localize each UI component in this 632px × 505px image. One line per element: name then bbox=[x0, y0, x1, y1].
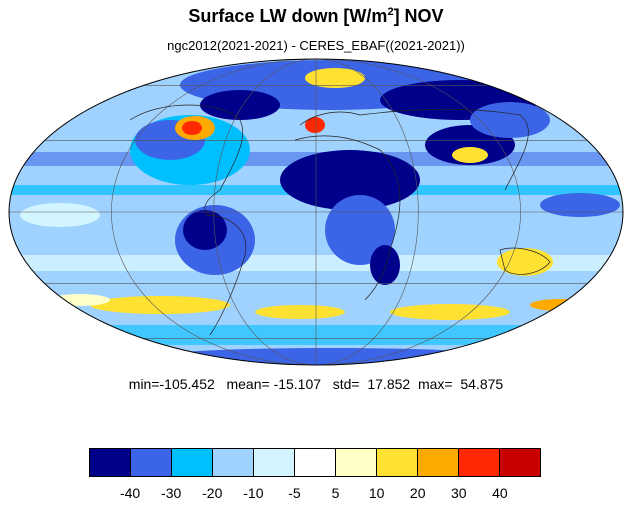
colorbar-box bbox=[459, 449, 500, 476]
map-field bbox=[9, 59, 623, 365]
colorbar-box bbox=[90, 449, 131, 476]
colorbar bbox=[89, 448, 541, 477]
field-patch bbox=[470, 102, 550, 138]
field-patch bbox=[90, 296, 230, 314]
map-outline bbox=[8, 58, 624, 366]
field-patch bbox=[390, 304, 510, 320]
field-patch bbox=[370, 245, 400, 285]
plot-subtitle: ngc2012(2021-2021) - CERES_EBAF((2021-20… bbox=[167, 38, 465, 53]
colorbar-label: 40 bbox=[492, 485, 508, 501]
colorbar-label: -30 bbox=[161, 485, 182, 501]
colorbar-box bbox=[418, 449, 459, 476]
colorbar-label: 5 bbox=[331, 485, 340, 501]
field-patch bbox=[325, 195, 395, 265]
field-patch bbox=[305, 117, 325, 133]
field-patch bbox=[20, 203, 100, 227]
meridian-line bbox=[213, 59, 317, 365]
colorbar-box bbox=[295, 449, 336, 476]
field-patch bbox=[183, 210, 227, 250]
meridian-line bbox=[111, 59, 317, 365]
meridian-line bbox=[315, 59, 419, 365]
colorbar-box bbox=[377, 449, 418, 476]
field-patch bbox=[305, 68, 365, 88]
field-patch bbox=[255, 305, 345, 319]
colorbar-label: 10 bbox=[368, 485, 385, 501]
field-patch bbox=[200, 90, 280, 120]
field-patch bbox=[280, 150, 420, 210]
colorbar-label: 20 bbox=[409, 485, 426, 501]
colorbar-label: -40 bbox=[119, 485, 141, 501]
colorbar-box bbox=[254, 449, 295, 476]
colorbar-box bbox=[213, 449, 254, 476]
field-patch bbox=[452, 147, 488, 163]
colorbar-label: -5 bbox=[288, 485, 301, 501]
graticule bbox=[9, 59, 623, 365]
coastlines bbox=[129, 104, 551, 336]
field-patch bbox=[497, 248, 553, 276]
field-patch bbox=[540, 193, 620, 217]
colorbar-box bbox=[336, 449, 377, 476]
meridian-line bbox=[315, 59, 521, 365]
statistics-line: min=-105.452 mean= -15.107 std= 17.852 m… bbox=[128, 376, 504, 392]
plot-title: Surface LW down [W/m2] NOV bbox=[188, 6, 444, 26]
colorbar-box bbox=[131, 449, 172, 476]
colorbar-box bbox=[172, 449, 213, 476]
colorbar-box bbox=[500, 449, 540, 476]
colorbar-label: 30 bbox=[451, 485, 467, 501]
colorbar-label: -10 bbox=[243, 485, 264, 501]
difference-map bbox=[8, 58, 624, 366]
field-patch bbox=[182, 121, 202, 135]
colorbar-label: -20 bbox=[202, 485, 223, 501]
